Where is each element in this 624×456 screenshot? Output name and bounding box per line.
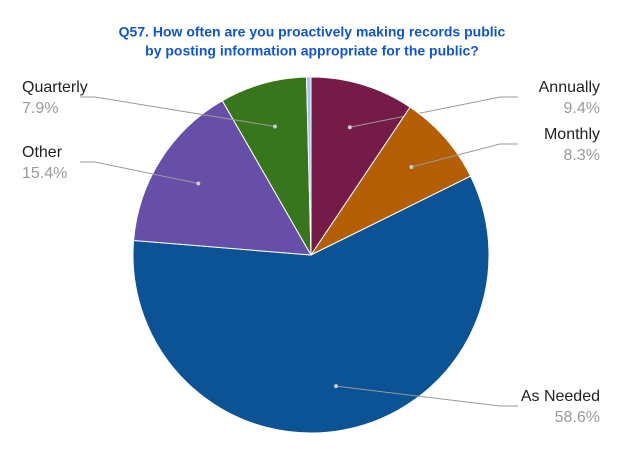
category-label: Monthly: [544, 126, 600, 143]
leader-dot: [334, 384, 339, 389]
leader-line: [349, 96, 518, 128]
pie-slice: [309, 106, 472, 257]
leader-dot: [409, 165, 414, 170]
pie-slice: [306, 76, 312, 256]
category-label: Other: [22, 144, 63, 161]
category-label: Annually: [539, 79, 600, 96]
category-label: Quarterly: [22, 79, 88, 96]
pie-slice: [133, 99, 312, 256]
leader-line: [335, 385, 518, 407]
category-label: As Needed: [521, 388, 600, 405]
value-label: 15.4%: [22, 165, 67, 182]
chart-title: by posting information appropriate for t…: [145, 43, 479, 59]
pie-slice: [310, 76, 411, 257]
value-label: 7.9%: [22, 100, 58, 117]
leader-line: [80, 161, 199, 184]
value-label: 8.3%: [564, 147, 600, 164]
value-label: 9.4%: [564, 100, 600, 117]
leader-dot: [272, 124, 277, 129]
pie-slice: [132, 175, 490, 434]
leader-line: [80, 96, 276, 127]
chart-title: Q57. How often are you proactively makin…: [119, 24, 506, 40]
leader-line: [411, 143, 518, 168]
leader-dot: [347, 125, 352, 130]
leader-dot: [196, 181, 201, 186]
value-label: 58.6%: [555, 409, 600, 426]
